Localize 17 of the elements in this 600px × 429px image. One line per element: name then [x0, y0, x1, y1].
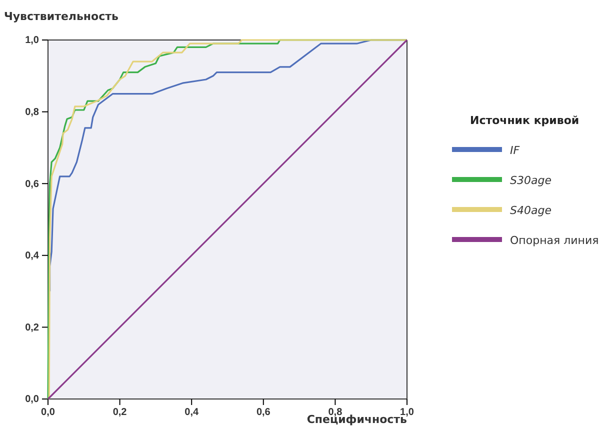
legend-label: S40age [510, 204, 552, 217]
y-tick-label: 0,4 [25, 250, 40, 262]
y-tick-label: 1,0 [25, 35, 40, 46]
legend-label: S30age [510, 174, 552, 187]
x-tick-label: 0,8 [328, 407, 343, 418]
x-tick-label: 0,4 [184, 407, 199, 418]
x-tick-label: 0,6 [256, 407, 271, 418]
y-tick-label: 0,6 [25, 178, 40, 190]
y-tick-label: 0,0 [25, 394, 40, 406]
x-tick-label: 0,0 [41, 407, 56, 418]
y-tick-label: 0,8 [25, 107, 40, 118]
y-axis-title: Чувствительность [4, 10, 118, 23]
legend-label: IF [510, 144, 520, 157]
x-tick-label: 0,2 [112, 407, 128, 418]
legend-label: Опорная линия [510, 234, 599, 247]
y-tick-label: 0,2 [25, 322, 40, 334]
legend-title: Источник кривой [470, 114, 580, 127]
